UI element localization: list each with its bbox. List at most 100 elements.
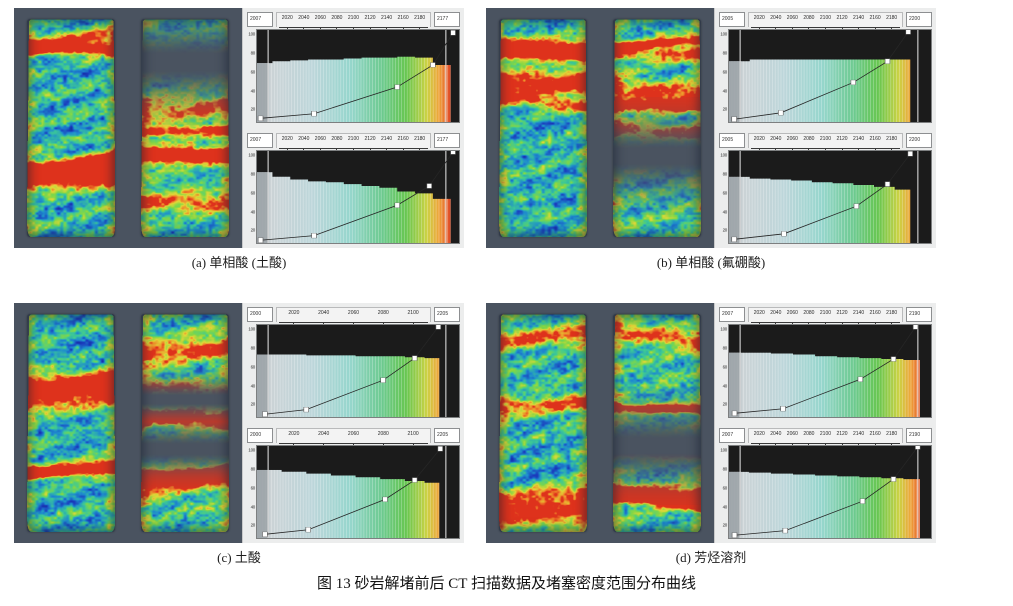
curve-handle[interactable] (394, 84, 400, 90)
curve-handle[interactable] (859, 498, 866, 504)
core-after (141, 314, 229, 532)
y-axis-tick-label: 60 (722, 190, 728, 196)
curve-handle[interactable] (850, 79, 857, 85)
range-max-input[interactable]: 2190 (906, 428, 932, 443)
curve-handle[interactable] (890, 476, 897, 482)
y-axis-tick-label: 20 (250, 401, 256, 407)
curve-handle[interactable] (394, 202, 400, 208)
core-canvas (613, 314, 701, 532)
distribution-plot[interactable] (728, 445, 932, 539)
distribution-plot[interactable] (728, 150, 932, 244)
curve-handle[interactable] (890, 356, 897, 362)
distribution-plot[interactable] (256, 150, 460, 244)
plot-wrapper: 100 80 60 40 20 (719, 445, 932, 539)
curve-handle[interactable] (262, 531, 268, 537)
axis-tick-label: 2020 (753, 431, 765, 437)
curve-handle[interactable] (430, 62, 436, 68)
axis-tick-label: 2180 (886, 310, 898, 316)
distribution-plot[interactable] (256, 445, 460, 539)
curve-handle[interactable] (437, 446, 444, 452)
curve-handle[interactable] (731, 116, 737, 122)
range-min-input[interactable]: 2007 (719, 428, 745, 443)
range-max-input[interactable]: 2200 (906, 12, 932, 27)
curve-handle[interactable] (915, 446, 921, 450)
chart-before: 2005 2020 2040 2060 2080 2100 2120 2140 2160 2180… (719, 12, 932, 123)
plot-left-deadzone (729, 176, 742, 243)
range-max-input[interactable]: 2177 (434, 133, 460, 148)
curve-handle[interactable] (435, 325, 442, 330)
curve-handle[interactable] (257, 237, 264, 243)
distribution-plot[interactable] (728, 29, 932, 123)
range-max-input[interactable]: 2200 (906, 133, 932, 148)
chart-before: 2007 2020 2040 2060 2080 2100 2120 2140 2160 2180… (247, 12, 460, 123)
core-vignette (613, 19, 701, 237)
range-min-input[interactable]: 2007 (247, 133, 273, 148)
plot-svg (257, 151, 459, 243)
y-axis: 100 80 60 40 20 (247, 324, 256, 418)
curve-handle[interactable] (731, 532, 738, 538)
axis-ruler[interactable]: 2020 2040 2060 2080 2100 (276, 307, 431, 326)
curve-handle[interactable] (778, 110, 784, 116)
curve-handle[interactable] (450, 151, 456, 155)
axis-tick-label: 2040 (318, 310, 330, 316)
plot-wrapper: 100 80 60 40 20 (247, 150, 460, 244)
curve-handle[interactable] (907, 151, 914, 157)
curve-handle[interactable] (450, 30, 456, 36)
distribution-plot[interactable] (728, 324, 932, 418)
axis-ruler[interactable]: 2020 2040 2060 2080 2100 (276, 428, 431, 447)
y-axis: 100 80 60 40 20 (719, 29, 728, 123)
y-axis-tick-label: 100 (720, 326, 727, 332)
distribution-plot[interactable] (256, 29, 460, 123)
axis-ruler[interactable]: 2020 2040 2060 2080 2100 2120 2140 2160 2180 (748, 12, 903, 31)
curve-handle[interactable] (411, 477, 418, 483)
axis-tick-label: 2060 (347, 431, 360, 437)
range-max-input[interactable]: 2177 (434, 12, 460, 27)
range-min-input[interactable]: 2005 (719, 133, 745, 148)
range-min-input[interactable]: 2007 (719, 307, 745, 322)
curve-handle[interactable] (884, 181, 891, 187)
range-min-input[interactable]: 2005 (719, 12, 745, 27)
curve-handle[interactable] (780, 406, 786, 412)
curve-handle[interactable] (411, 355, 418, 361)
curve-handle[interactable] (311, 111, 317, 117)
range-min-input[interactable]: 2000 (247, 307, 273, 322)
curve-handle[interactable] (781, 231, 787, 237)
curve-handle[interactable] (731, 410, 738, 416)
curve-handle[interactable] (262, 411, 268, 417)
core-canvas (141, 19, 229, 237)
curve-handle[interactable] (853, 203, 860, 209)
curve-handle[interactable] (857, 376, 864, 382)
curve-handle[interactable] (380, 377, 386, 383)
range-max-input[interactable]: 2205 (434, 307, 460, 322)
axis-ruler[interactable]: 2020 2040 2060 2080 2100 2120 2140 2160 2180 (748, 133, 903, 152)
axis-tick-label: 2060 (347, 310, 360, 316)
curve-handle[interactable] (731, 236, 737, 242)
axis-ruler[interactable]: 2020 2040 2060 2080 2100 2120 2140 2160 2180 (748, 428, 903, 447)
range-min-input[interactable]: 2000 (247, 428, 273, 443)
axis-ruler[interactable]: 2020 2040 2060 2080 2100 2120 2140 2160 2180 (276, 133, 431, 152)
curve-handle[interactable] (905, 30, 911, 35)
range-max-input[interactable]: 2190 (906, 307, 932, 322)
curve-handle[interactable] (305, 527, 311, 533)
axis-ruler[interactable]: 2020 2040 2060 2080 2100 2120 2140 2160 2180 (748, 307, 903, 326)
curve-handle[interactable] (782, 528, 789, 534)
axis-tick-label: 2100 (347, 15, 360, 21)
axis-tick-label: 2160 (397, 15, 409, 21)
axis-tick-label: 2100 (819, 431, 832, 437)
axis-ruler[interactable]: 2020 2040 2060 2080 2100 2120 2140 2160 2180 (276, 12, 431, 31)
curve-handle[interactable] (311, 233, 317, 239)
ct-scan-area (14, 8, 242, 248)
plot-wrapper: 100 80 60 40 20 (247, 324, 460, 418)
axis-tick-label: 2060 (314, 15, 326, 21)
range-min-input[interactable]: 2007 (247, 12, 273, 27)
distribution-plot[interactable] (256, 324, 460, 418)
core-vignette (499, 19, 587, 237)
curve-handle[interactable] (303, 407, 309, 413)
range-max-input[interactable]: 2205 (434, 428, 460, 443)
curve-handle[interactable] (426, 183, 433, 189)
curve-handle[interactable] (912, 325, 919, 330)
curve-handle[interactable] (382, 496, 388, 502)
curve-handle[interactable] (884, 58, 891, 64)
curve-handle[interactable] (257, 115, 264, 121)
